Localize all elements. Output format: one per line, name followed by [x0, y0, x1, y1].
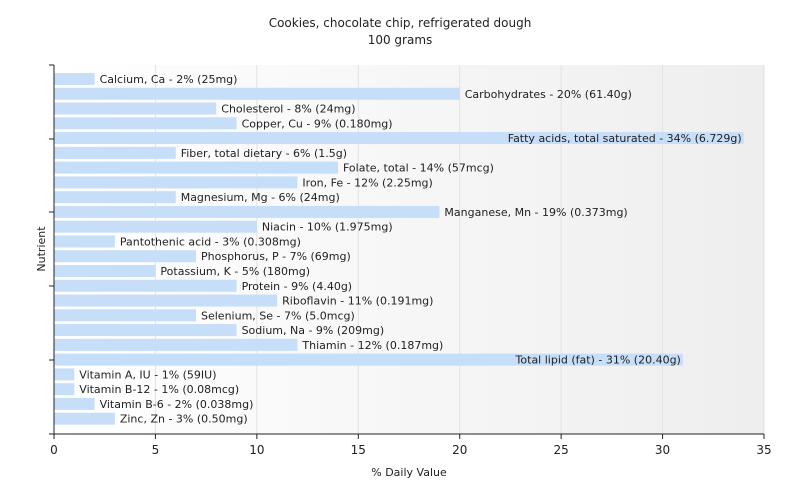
- bar: [54, 250, 196, 263]
- bar: [54, 309, 196, 322]
- bar-label: Phosphorus, P - 7% (69mg): [201, 250, 351, 263]
- x-tick-label: 25: [554, 443, 569, 457]
- chart-title: Cookies, chocolate chip, refrigerated do…: [269, 16, 532, 30]
- bar: [54, 324, 237, 337]
- x-axis-label: % Daily Value: [371, 466, 447, 479]
- bar-label: Calcium, Ca - 2% (25mg): [100, 73, 238, 86]
- bar-label: Vitamin B-12 - 1% (0.08mcg): [79, 383, 239, 396]
- bar-label: Fiber, total dietary - 6% (1.5g): [181, 147, 347, 160]
- bar-label: Copper, Cu - 9% (0.180mg): [242, 117, 393, 130]
- bar: [54, 146, 176, 159]
- bar: [54, 279, 237, 292]
- bar: [54, 353, 683, 366]
- bars: Calcium, Ca - 2% (25mg) Carbohydrates - 2…: [54, 73, 744, 426]
- bar: [54, 73, 95, 85]
- bar: [54, 265, 156, 278]
- bar-label: Pantothenic acid - 3% (0.308mg): [120, 235, 301, 248]
- y-axis-label: Nutrient: [35, 226, 48, 272]
- bar-label: Vitamin A, IU - 1% (59IU): [79, 368, 216, 381]
- bar-label: Total lipid (fat) - 31% (20.40g): [515, 354, 681, 367]
- bar-label: Thiamin - 12% (0.187mg): [301, 339, 443, 352]
- bar: [54, 176, 298, 189]
- bar: [54, 117, 237, 130]
- x-tick-label: 35: [756, 443, 771, 457]
- x-tick-label: 30: [655, 443, 670, 457]
- bar-label: Sodium, Na - 9% (209mg): [242, 324, 385, 337]
- x-tick-label: 5: [152, 443, 160, 457]
- bar-label: Manganese, Mn - 19% (0.373mg): [444, 206, 627, 219]
- bar-label: Folate, total - 14% (57mcg): [343, 162, 494, 175]
- bar-label: Potassium, K - 5% (180mg): [160, 265, 310, 278]
- bar: [54, 87, 460, 100]
- x-tick-label: 0: [50, 443, 58, 457]
- bar-label: Vitamin B-6 - 2% (0.038mg): [100, 398, 254, 411]
- bar: [54, 383, 75, 396]
- bar: [54, 161, 338, 174]
- bar: [54, 205, 440, 218]
- bar: [54, 338, 298, 351]
- bar-label: Carbohydrates - 20% (61.40g): [465, 88, 632, 101]
- chart-subtitle: 100 grams: [368, 33, 433, 47]
- bar: [54, 102, 217, 115]
- axes: 0 5 10 15 20 25 30 35: [49, 64, 772, 457]
- bar-label: Niacin - 10% (1.975mg): [262, 221, 393, 234]
- bar: [54, 191, 176, 204]
- bar: [54, 412, 115, 425]
- bar-label: Fatty acids, total saturated - 34% (6.72…: [508, 132, 742, 145]
- bar-label: Iron, Fe - 12% (2.25mg): [302, 176, 432, 189]
- bar-label: Zinc, Zn - 3% (0.50mg): [120, 413, 248, 426]
- bar-label: Selenium, Se - 7% (5.0mcg): [201, 309, 355, 322]
- x-tick-label: 20: [452, 443, 467, 457]
- bar: [54, 397, 95, 410]
- bar-label: Riboflavin - 11% (0.191mg): [282, 295, 433, 308]
- x-tick-label: 10: [249, 443, 264, 457]
- bar-label: Magnesium, Mg - 6% (24mg): [181, 191, 340, 204]
- bar: [54, 132, 744, 145]
- bar-label: Cholesterol - 8% (24mg): [221, 103, 355, 116]
- bar: [54, 220, 257, 233]
- bar: [54, 294, 278, 307]
- bar-label: Protein - 9% (4.40g): [242, 280, 353, 293]
- bar: [54, 368, 75, 381]
- bar: [54, 235, 115, 248]
- x-tick-label: 15: [351, 443, 366, 457]
